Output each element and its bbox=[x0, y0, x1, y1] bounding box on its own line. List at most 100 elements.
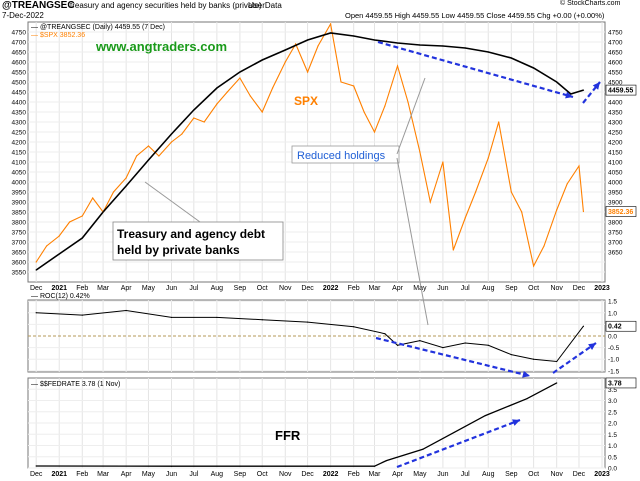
data-point-spx bbox=[170, 141, 173, 143]
data-point-spx bbox=[521, 211, 523, 213]
x-tick-label: Feb bbox=[76, 471, 88, 478]
data-point-treangsec bbox=[170, 133, 173, 135]
y-tick-label-right: 4550 bbox=[608, 70, 623, 77]
series-line-treangsec bbox=[35, 32, 584, 271]
data-point-fedrate bbox=[453, 431, 455, 434]
x-tick-label: Sep bbox=[234, 471, 247, 478]
x-tick-label: Nov bbox=[550, 285, 563, 292]
x-tick-label: Apr bbox=[392, 471, 404, 478]
y-tick-label-left: 3850 bbox=[12, 210, 27, 217]
x-tick-label: Oct bbox=[528, 285, 539, 292]
data-point-spx bbox=[135, 155, 138, 157]
data-point-spx bbox=[442, 161, 444, 163]
data-point-spx bbox=[556, 209, 558, 211]
roc-arrow-down bbox=[375, 336, 531, 378]
y-tick-label-right: -1.0 bbox=[608, 357, 620, 364]
y-tick-label-right: 4700 bbox=[608, 40, 623, 47]
y-tick-label-left: 4750 bbox=[12, 30, 27, 37]
data-point-treangsec bbox=[373, 39, 376, 41]
last-value-roc: 0.42 bbox=[608, 324, 622, 331]
y-tick-label-right: 4250 bbox=[608, 130, 623, 137]
y-tick-label-left: 4000 bbox=[12, 180, 27, 187]
data-point-roc bbox=[216, 316, 218, 319]
y-tick-label-right: 4600 bbox=[608, 60, 623, 67]
data-point-spx bbox=[193, 117, 195, 119]
x-tick-label: Jul bbox=[189, 285, 198, 292]
annotation-treasury-box bbox=[112, 221, 284, 261]
data-point-treangsec bbox=[442, 45, 444, 47]
data-point-roc bbox=[464, 342, 466, 344]
x-tick-label: Jun bbox=[166, 285, 177, 292]
data-point-treangsec bbox=[102, 211, 104, 213]
data-point-treangsec bbox=[306, 39, 309, 41]
data-point-roc bbox=[261, 319, 263, 321]
data-point-treangsec bbox=[58, 253, 60, 255]
y-tick-label-right: 4100 bbox=[608, 160, 623, 167]
y-tick-label-right: 2.5 bbox=[608, 409, 617, 416]
y-tick-label-right: 4750 bbox=[608, 30, 623, 37]
legend-roc: — ROC(12) 0.42% bbox=[31, 293, 90, 300]
data-point-spx bbox=[429, 201, 431, 203]
data-point-spx bbox=[582, 210, 585, 213]
roc-arrow-up-head bbox=[588, 343, 596, 350]
x-tick-label: Feb bbox=[348, 471, 360, 478]
last-value-spx-box bbox=[605, 206, 637, 217]
chart-source: UserData bbox=[248, 1, 282, 10]
x-tick-label: Dec bbox=[30, 471, 43, 478]
data-point-spx bbox=[284, 61, 286, 63]
data-point-treangsec bbox=[582, 89, 585, 91]
data-point-spx bbox=[396, 65, 399, 67]
x-tick-label: Aug bbox=[482, 285, 495, 292]
x-tick-label: Jun bbox=[166, 471, 177, 478]
data-point-roc bbox=[556, 360, 558, 363]
legend-treangsec: — @TREANGSEC (Daily) 4459.55 (7 Dec) bbox=[31, 24, 165, 31]
data-point-treangsec bbox=[216, 87, 218, 89]
data-point-treangsec bbox=[570, 93, 572, 95]
y-tick-label-left: 3650 bbox=[12, 250, 27, 257]
annotation-reduced-holdings: Reduced holdings bbox=[297, 150, 386, 162]
x-tick-label: Aug bbox=[482, 471, 495, 478]
x-tick-label: Apr bbox=[121, 285, 133, 292]
x-tick-label: Mar bbox=[97, 471, 110, 478]
data-point-spx bbox=[533, 265, 535, 267]
data-point-fedrate bbox=[35, 465, 37, 467]
y-tick-label-right: 4400 bbox=[608, 100, 623, 107]
data-point-fedrate bbox=[422, 448, 424, 450]
last-value-treangsec-box bbox=[605, 84, 637, 96]
y-tick-label-left: 4700 bbox=[12, 40, 27, 47]
y-tick-label-left: 4650 bbox=[12, 50, 27, 57]
y-tick-label-left: 4500 bbox=[12, 80, 27, 87]
y-tick-label-right: 4350 bbox=[608, 110, 623, 117]
trend-arrow-down bbox=[377, 40, 574, 99]
data-point-roc bbox=[81, 314, 83, 316]
annotation-pointer-line bbox=[396, 157, 429, 326]
x-tick-label: Mar bbox=[368, 285, 381, 292]
y-tick-label-left: 3550 bbox=[12, 270, 27, 277]
data-point-spx bbox=[363, 111, 365, 113]
x-tick-label: Feb bbox=[76, 285, 88, 292]
y-tick-label-left: 4250 bbox=[12, 130, 27, 137]
x-tick-label: Nov bbox=[279, 471, 292, 478]
ffr-arrow-up bbox=[396, 418, 521, 469]
data-point-spx bbox=[272, 87, 274, 89]
y-tick-label-left: 4050 bbox=[12, 170, 27, 177]
x-tick-label: 2022 bbox=[323, 285, 339, 292]
y-tick-label-right: 4200 bbox=[608, 140, 623, 147]
data-point-treangsec bbox=[330, 32, 332, 34]
ffr-arrow-up-head bbox=[512, 419, 520, 426]
last-value-treangsec: 4459.55 bbox=[608, 88, 633, 95]
data-point-spx bbox=[249, 95, 251, 97]
last-value-roc-box bbox=[605, 320, 637, 332]
series-line-spx bbox=[35, 22, 584, 268]
y-tick-label-right: 4000 bbox=[608, 180, 623, 187]
data-point-spx bbox=[498, 121, 500, 123]
annotation-pointer-line bbox=[144, 181, 201, 223]
data-point-roc bbox=[396, 344, 399, 346]
x-tick-label: Jun bbox=[437, 471, 448, 478]
x-tick-label: 2022 bbox=[323, 471, 339, 478]
y-tick-label-right: 1.5 bbox=[608, 299, 617, 306]
data-point-spx bbox=[452, 249, 454, 251]
y-tick-label-right: 1.0 bbox=[608, 443, 617, 450]
y-tick-label-left: 3800 bbox=[12, 220, 27, 227]
data-point-spx bbox=[340, 81, 342, 83]
